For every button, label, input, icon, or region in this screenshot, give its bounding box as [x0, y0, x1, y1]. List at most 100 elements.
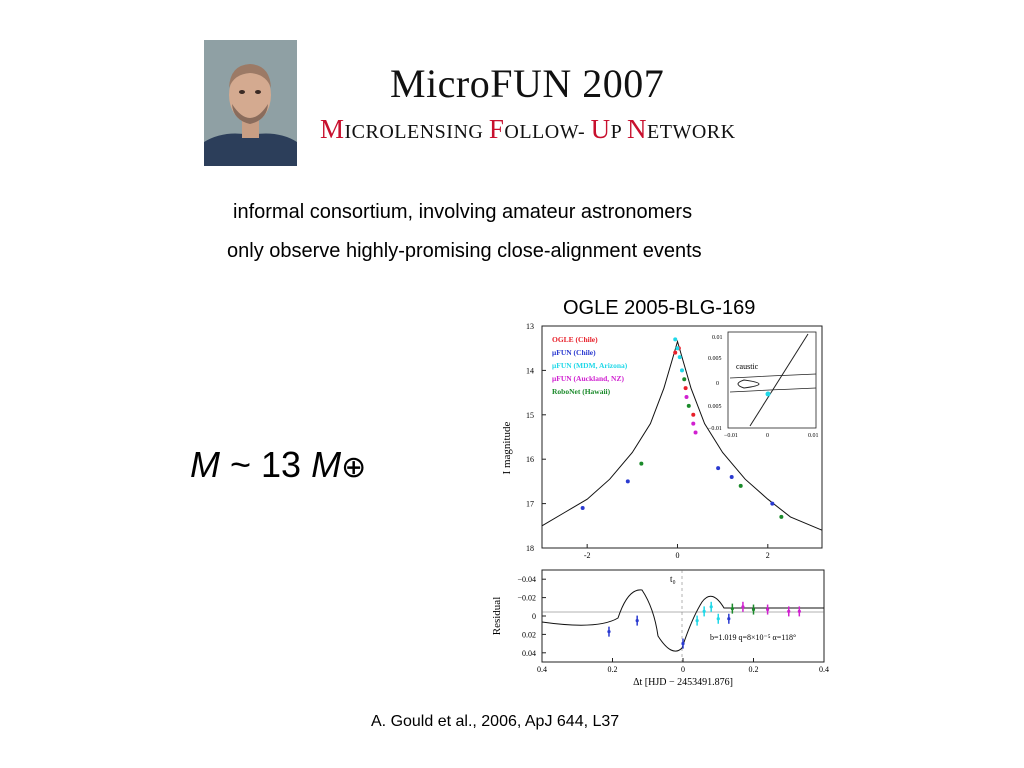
legend-entry: OGLE (Chile): [552, 335, 598, 344]
mass-symbol-2: M: [311, 444, 342, 485]
top-ytick-label: 18: [526, 544, 534, 553]
top-x-ticks: -2 0 2: [584, 544, 770, 560]
bottom-ytick-label: 0.02: [522, 630, 536, 639]
residual-point: [695, 619, 699, 623]
bottom-xtick-label: 0.2: [608, 665, 618, 674]
legend-entry: μFUN (Auckland, NZ): [552, 374, 624, 383]
inset-caustic-line-1: [729, 373, 817, 379]
residual-point: [716, 617, 720, 621]
top-y-ticks: 13 14 15 16 17 18: [526, 322, 546, 553]
logo-sub-rest-3: P: [610, 121, 628, 143]
inset-tick-7: 0: [766, 433, 769, 439]
inset-caustic-label: caustic: [736, 362, 759, 371]
logo-sub-rest-4: ETWORK: [647, 121, 736, 143]
residual-point: [709, 605, 713, 609]
data-point: [729, 474, 734, 479]
top-xtick-label: -2: [584, 551, 591, 560]
bottom-ytick-label: 0.04: [522, 649, 536, 658]
top-ytick-label: 14: [526, 366, 534, 375]
data-point: [779, 514, 784, 519]
data-point: [625, 479, 630, 484]
lightcurve-figure: 13 14 15 16 17 18 -2 0 2 I magnitude OGLE (Chil…: [491, 322, 829, 688]
bottom-ytick-label: 0: [532, 612, 536, 621]
inset-caustic-line-2: [729, 387, 817, 393]
residual-point: [797, 609, 801, 613]
top-xtick-label: 2: [766, 551, 770, 560]
logo-sub-rest-1: ICROLENSING: [344, 121, 489, 143]
logo-sub-cap-3: U: [590, 114, 611, 144]
data-point: [683, 386, 688, 391]
logo-sub-cap-4: N: [627, 114, 648, 144]
inset-frame: [727, 331, 817, 429]
residual-point: [702, 609, 706, 613]
bullet-line-2: only observe highly-promising close-alig…: [227, 240, 702, 262]
bottom-ytick-label: −0.04: [517, 575, 536, 584]
data-point: [691, 421, 696, 426]
top-xtick-label: 0: [675, 551, 679, 560]
data-point: [675, 346, 680, 351]
data-point: [693, 430, 698, 435]
legend-entry: μFUN (Chile): [552, 348, 596, 357]
bottom-ylabel: Residual: [491, 597, 503, 636]
logo-sub-rest-2: OLLOW-: [504, 121, 591, 143]
logo-subtitle: MICROLENSING FOLLOW- UP NETWORK: [320, 114, 736, 145]
residual-point: [727, 617, 731, 621]
inset-tick-3: 0: [716, 381, 719, 387]
top-ylabel: I magnitude: [501, 421, 513, 474]
bottom-xtick-label: 0: [681, 665, 685, 674]
inset-source: [765, 391, 771, 397]
bottom-xtick-label: 0.4: [819, 665, 829, 674]
bottom-y-ticks: −0.04 −0.02 0 0.02 0.04: [517, 575, 546, 658]
residual-point: [607, 630, 611, 634]
citation: A. Gould et al., 2006, ApJ 644, L37: [371, 713, 620, 730]
figure-title: OGLE 2005-BLG-169: [563, 297, 756, 319]
inset-tick-8: 0.01: [808, 433, 819, 439]
t0-label: t₀: [670, 574, 676, 584]
inset-tick-2: 0.005: [708, 356, 722, 362]
residual-point: [635, 619, 639, 623]
residual-point: [766, 607, 770, 612]
top-ytick-label: 13: [526, 322, 534, 331]
bottom-xlabel: Δt [HJD − 2453491.876]: [633, 677, 733, 688]
mass-relation: ~ 13: [220, 444, 312, 485]
bottom-xtick-label: 0.4: [537, 665, 547, 674]
logo-sub-cap-1: M: [320, 114, 345, 144]
data-point: [673, 350, 678, 355]
inset-tick-6: −0.01: [724, 433, 738, 439]
bullet-line-1: informal consortium, involving amateur a…: [233, 201, 693, 223]
top-data-points: [580, 337, 784, 519]
bottom-ytick-label: −0.02: [517, 594, 536, 603]
model-curve: [541, 339, 823, 531]
bottom-data-points: [607, 601, 801, 649]
inset-tick-5: −0.01: [708, 426, 722, 432]
mass-label: M ~ 13 M⊕: [190, 444, 366, 486]
logo-sub-cap-2: F: [488, 114, 505, 144]
data-point: [580, 506, 585, 511]
residual-model-curve: [541, 589, 824, 652]
data-point: [673, 337, 678, 342]
top-ytick-label: 17: [526, 500, 534, 509]
mass-symbol: M: [190, 444, 220, 485]
top-ytick-label: 15: [526, 411, 534, 420]
residual-point: [741, 605, 745, 609]
author-photo: [204, 40, 297, 166]
data-point: [738, 483, 743, 488]
inset-trajectory: [749, 333, 809, 427]
legend: OGLE (Chile) μFUN (Chile) μFUN (MDM, Arizo…: [552, 335, 628, 396]
inset-tick-4: 0.005: [708, 404, 722, 410]
inset-tick-1: 0.01: [712, 335, 723, 341]
data-point: [682, 377, 687, 382]
data-point: [680, 368, 684, 373]
earth-symbol: ⊕: [341, 451, 367, 484]
data-point: [639, 461, 644, 466]
legend-entry: μFUN (MDM, Arizona): [552, 361, 628, 370]
top-ytick-label: 16: [526, 455, 534, 464]
legend-entry: RoboNet (Hawaii): [552, 387, 611, 396]
bottom-xtick-label: 0.2: [749, 665, 759, 674]
data-point: [770, 501, 775, 506]
residual-point: [751, 607, 756, 612]
residual-point: [730, 607, 734, 611]
data-point: [691, 412, 696, 417]
inset-caustic-shape: [737, 379, 760, 389]
residual-point: [681, 642, 685, 646]
